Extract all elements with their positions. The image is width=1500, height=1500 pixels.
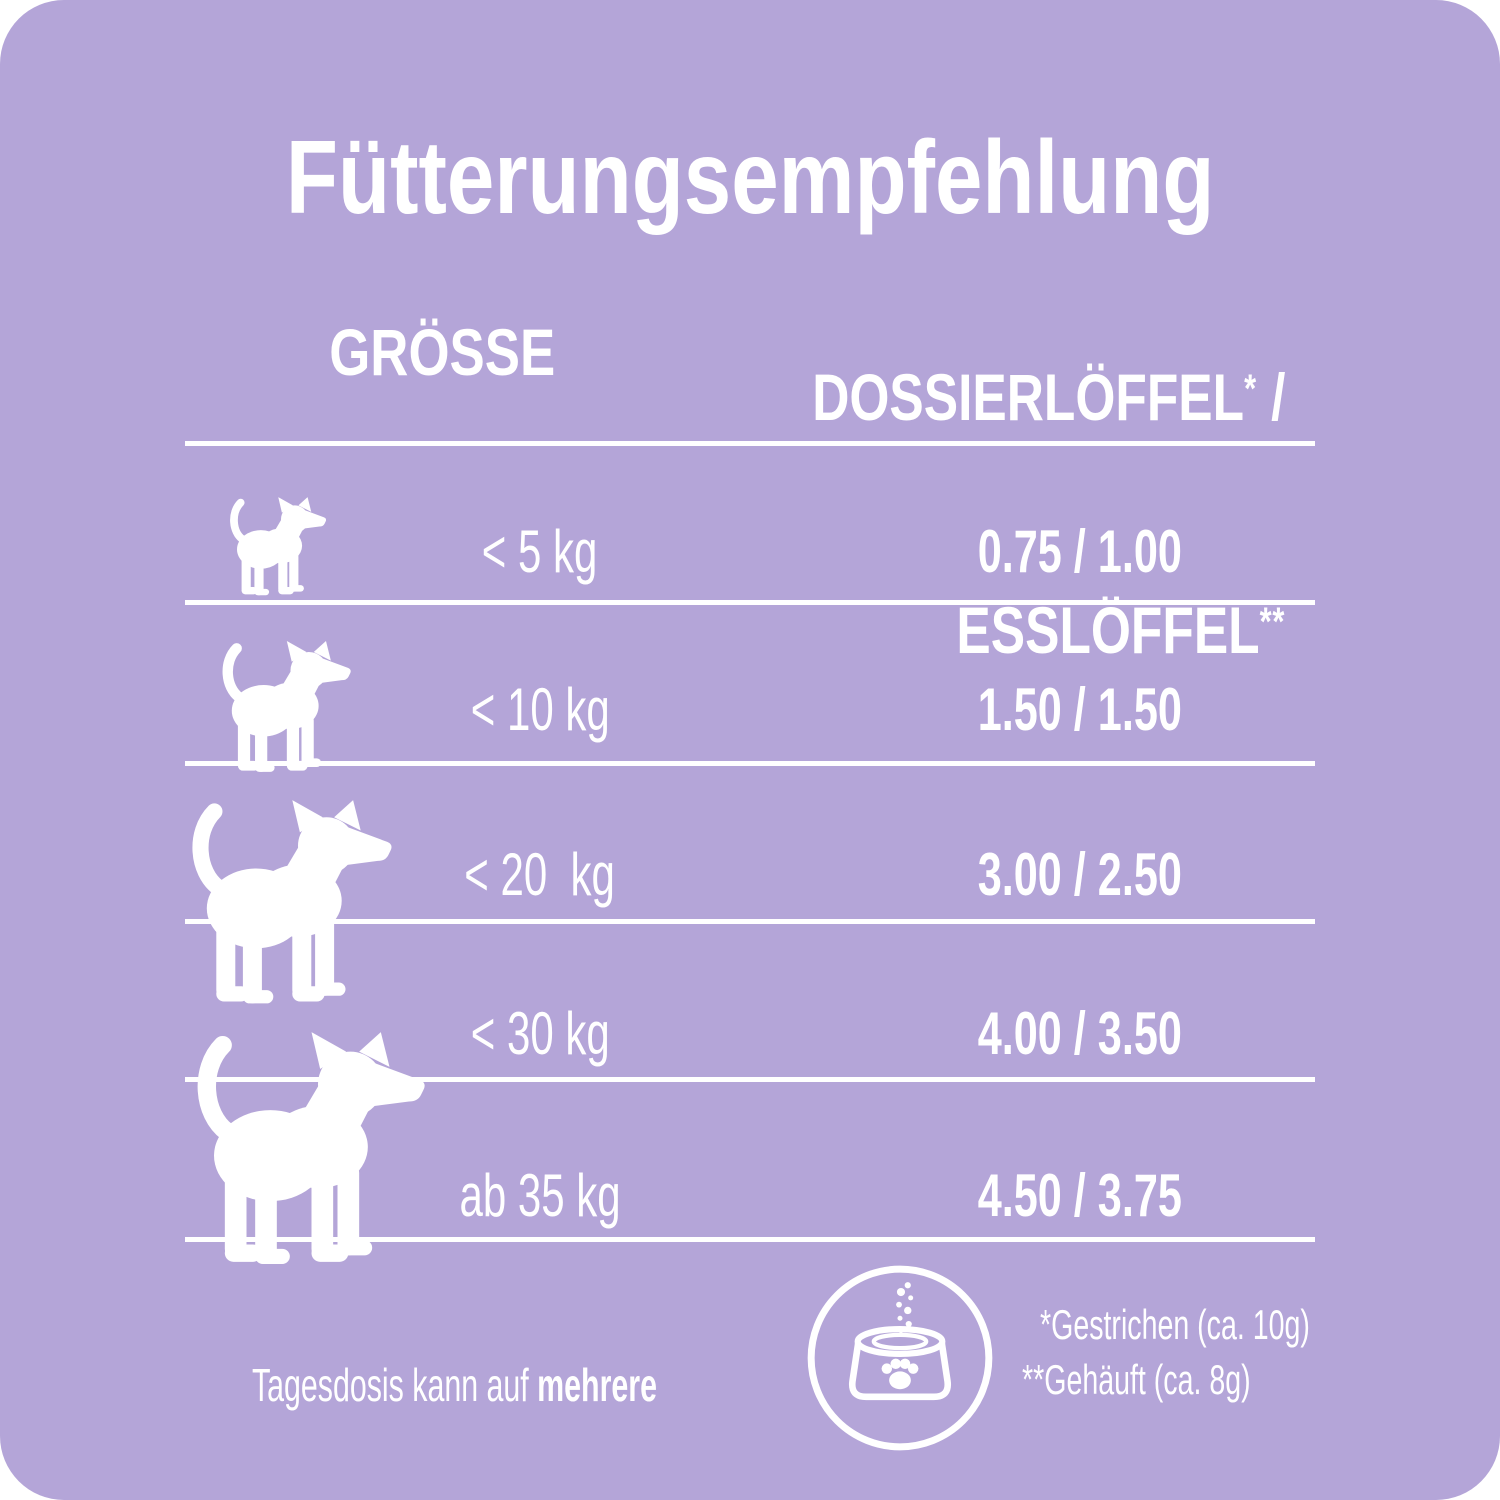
table-row-size: ab 35 kg (390, 1166, 690, 1226)
table-row-value: 1.50 / 1.50 (930, 680, 1230, 740)
row-value-text: 0.75 / 1.00 (977, 518, 1183, 585)
table-row-value: 0.75 / 1.00 (930, 522, 1230, 582)
dog-large-icon (184, 800, 412, 1013)
daily-dose-note: Tagesdosis kann auf mehrere Rationen am … (185, 1298, 959, 1500)
column-header-size-text: GRÖSSE (329, 315, 555, 389)
table-row-value: 3.00 / 2.50 (930, 845, 1230, 905)
column-header-size: GRÖSSE (292, 319, 592, 385)
table-row-size: < 30 kg (390, 1004, 690, 1064)
spoon-header-slash: / (1256, 359, 1285, 434)
daily-dose-note-line1: Tagesdosis kann auf mehrere (185, 1298, 959, 1472)
table-divider (185, 441, 1315, 446)
page-title: Fütterungsempfehlung (0, 126, 1500, 230)
daily-dose-note-line2: Rationen am Tag geteilt werden. (185, 1472, 959, 1500)
note-text: Tagesdosis kann auf (251, 1359, 538, 1411)
table-row-size: < 20 kg (390, 845, 690, 905)
table-row-value: 4.00 / 3.50 (930, 1004, 1230, 1064)
row-value-text: 4.50 / 3.75 (977, 1162, 1183, 1229)
row-size-text: < 10 kg (470, 676, 610, 743)
table-divider (185, 1077, 1315, 1082)
spoon-header-double-asterisk: ** (1259, 599, 1285, 644)
table-row-size: < 10 kg (390, 680, 690, 740)
row-size-text: < 30 kg (470, 1000, 610, 1067)
table-row-size: < 5 kg (390, 522, 690, 582)
row-size-text: < 5 kg (482, 518, 598, 585)
column-header-spoons-line1: DOSSIERLÖFFEL* / (532, 277, 1285, 510)
row-size-text: < 20 kg (464, 841, 616, 908)
footnote-text: *Gestrichen (ca. 10g) (1040, 1301, 1310, 1348)
footnote-heaped-spoon: **Gehäuft (ca. 8g) (1022, 1359, 1358, 1401)
table-divider (185, 1237, 1315, 1242)
page-title-text: Fütterungsempfehlung (285, 120, 1215, 236)
dog-small-icon (226, 497, 336, 600)
note-text-bold: mehrere (537, 1359, 658, 1411)
footnote-text: **Gehäuft (ca. 8g) (1022, 1356, 1251, 1403)
dog-xlarge-icon (188, 1032, 448, 1275)
column-header-spoons: DOSSIERLÖFFEL* / ESSLÖFFEL** (532, 277, 1285, 743)
row-value-text: 3.00 / 2.50 (977, 841, 1183, 908)
spoon-header-asterisk: * (1243, 367, 1257, 411)
table-row-value: 4.50 / 3.75 (930, 1166, 1230, 1226)
row-value-text: 1.50 / 1.50 (977, 676, 1183, 743)
spoon-header-label: DOSSIERLÖFFEL (811, 359, 1244, 434)
dog-medium-icon (217, 641, 364, 778)
table-divider (185, 761, 1315, 766)
row-value-text: 4.00 / 3.50 (977, 1000, 1183, 1067)
row-size-text: ab 35 kg (459, 1162, 621, 1229)
table-divider (185, 600, 1315, 605)
footnote-level-spoon: *Gestrichen (ca. 10g) (1022, 1304, 1437, 1346)
table-divider (185, 919, 1315, 924)
